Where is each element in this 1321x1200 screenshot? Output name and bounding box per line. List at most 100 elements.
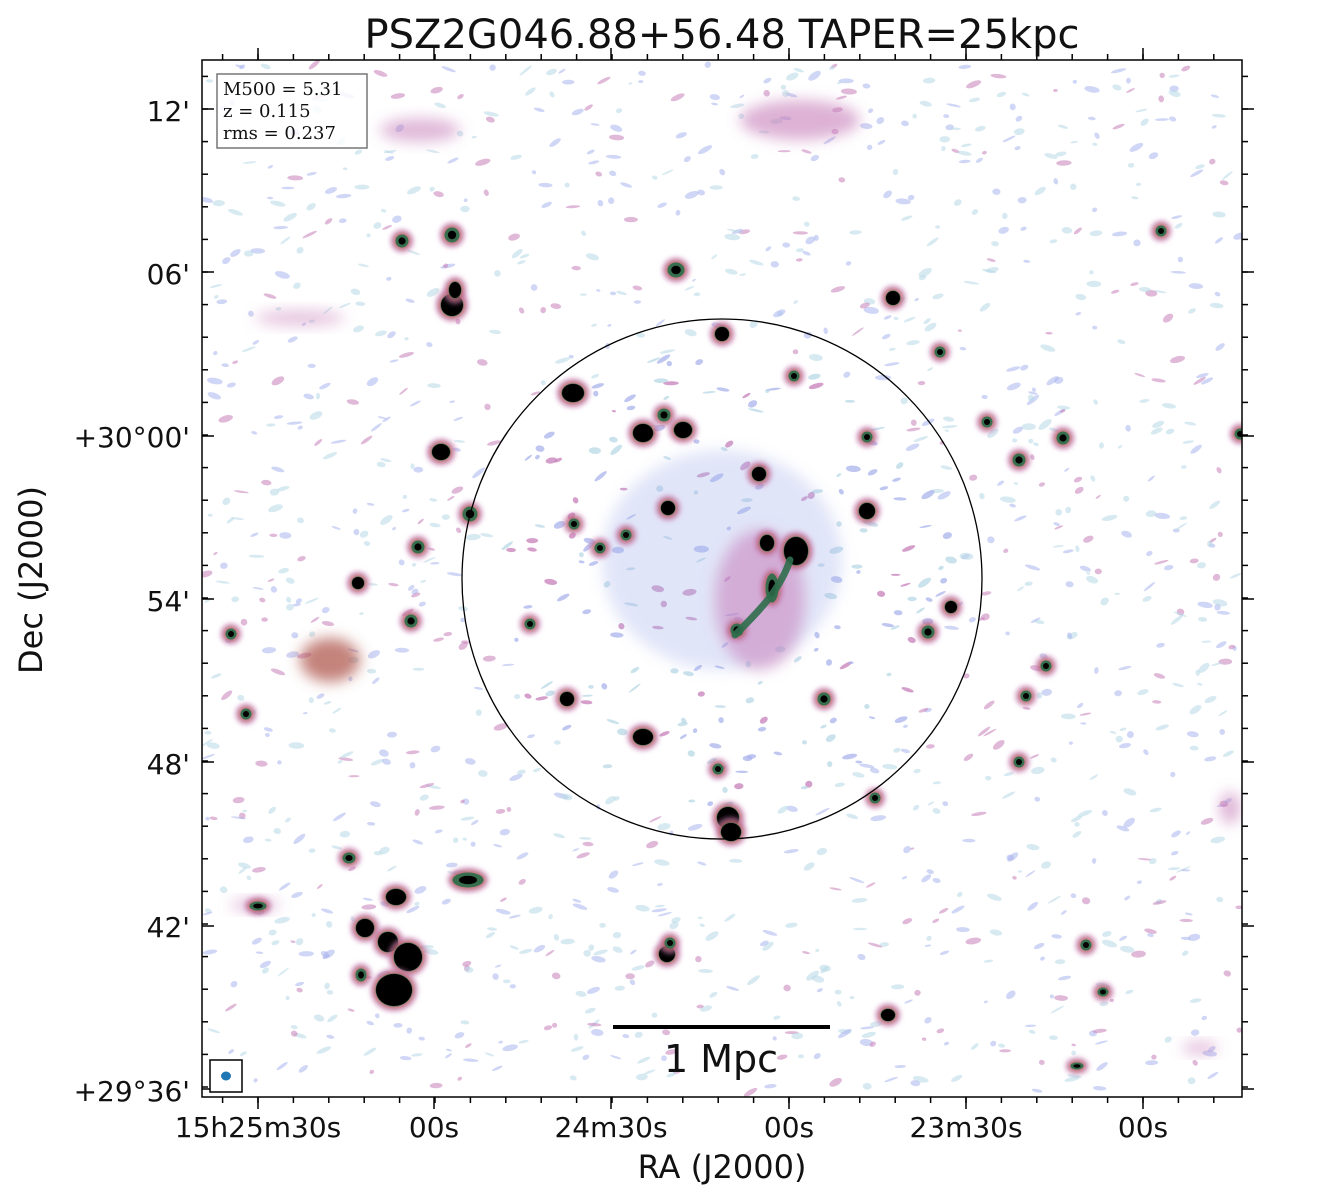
noise-speckle — [849, 877, 865, 884]
noise-speckle — [773, 1015, 781, 1020]
redshift-text: z = 0.115 — [223, 101, 311, 122]
noise-speckle — [1111, 68, 1127, 74]
noise-speckle — [328, 728, 336, 733]
noise-speckle — [319, 382, 331, 390]
noise-speckle — [836, 521, 842, 527]
noise-speckle — [387, 865, 397, 872]
noise-speckle — [1168, 90, 1181, 97]
noise-speckle — [1119, 935, 1128, 941]
noise-speckle — [631, 862, 644, 867]
noise-speckle — [1073, 476, 1083, 483]
noise-speckle — [1145, 510, 1157, 518]
noise-speckle — [702, 391, 716, 394]
noise-speckle — [693, 439, 700, 444]
noise-speckle — [1079, 565, 1091, 572]
noise-speckle — [306, 202, 316, 211]
noise-speckle — [989, 929, 1003, 936]
radio-source — [244, 896, 272, 916]
noise-speckle — [1181, 65, 1191, 72]
noise-speckle — [302, 230, 317, 239]
noise-speckle — [951, 1074, 963, 1082]
noise-speckle — [959, 552, 974, 560]
noise-speckle — [884, 362, 900, 367]
noise-speckle — [1114, 690, 1122, 697]
radio-source — [337, 847, 361, 869]
noise-speckle — [363, 1047, 377, 1056]
radio-source — [880, 285, 906, 311]
noise-speckle — [399, 1056, 412, 1061]
noise-speckle — [394, 647, 410, 653]
noise-speckle — [879, 942, 889, 947]
noise-speckle — [332, 707, 342, 714]
noise-speckle — [622, 1034, 630, 1039]
noise-speckle — [631, 965, 645, 971]
noise-speckle — [572, 898, 582, 903]
noise-speckle — [1026, 844, 1040, 851]
noise-speckle — [599, 922, 606, 928]
noise-speckle — [1148, 152, 1159, 160]
radio-source — [783, 365, 805, 387]
noise-speckle — [239, 64, 246, 70]
noise-speckle — [1007, 852, 1019, 862]
noise-speckle — [1017, 196, 1027, 204]
noise-speckle — [815, 807, 830, 816]
noise-speckle — [868, 716, 876, 720]
noise-speckle — [823, 327, 828, 335]
noise-speckle — [927, 801, 935, 806]
noise-speckle — [1070, 815, 1082, 823]
noise-speckle — [843, 371, 851, 378]
noise-speckle — [308, 60, 320, 70]
noise-speckle — [321, 908, 334, 914]
noise-speckle — [1114, 592, 1120, 596]
noise-speckle — [269, 533, 278, 538]
noise-speckle — [795, 258, 803, 262]
radio-source — [1229, 423, 1242, 445]
noise-speckle — [838, 488, 844, 495]
noise-speckle — [1167, 867, 1181, 871]
y-tick-label: +29°36' — [74, 1075, 190, 1108]
noise-speckle — [261, 967, 270, 974]
noise-speckle — [443, 263, 449, 269]
noise-speckle — [1067, 632, 1073, 639]
noise-speckle — [609, 291, 617, 296]
noise-speckle — [1209, 302, 1224, 309]
noise-speckle — [411, 592, 421, 598]
noise-speckle — [901, 876, 908, 880]
radio-source — [778, 531, 814, 571]
noise-speckle — [1098, 442, 1105, 449]
noise-speckle — [1031, 766, 1045, 775]
noise-speckle — [707, 801, 714, 807]
noise-speckle — [213, 351, 218, 356]
noise-speckle — [460, 205, 470, 213]
noise-speckle — [1168, 74, 1180, 78]
noise-speckle — [1153, 290, 1167, 294]
radio-source — [615, 524, 637, 546]
x-tick-label: 00s — [764, 1111, 814, 1144]
noise-speckle — [569, 1075, 577, 1081]
noise-speckle — [252, 587, 264, 590]
noise-speckle — [785, 922, 798, 928]
noise-speckle — [1025, 870, 1036, 878]
noise-speckle — [407, 250, 421, 255]
noise-speckle — [202, 753, 215, 760]
noise-speckle — [977, 726, 991, 737]
noise-speckle — [213, 551, 218, 556]
noise-speckle — [379, 846, 390, 855]
noise-speckle — [1153, 673, 1166, 679]
noise-speckle — [426, 287, 440, 297]
noise-speckle — [1187, 1077, 1196, 1085]
noise-speckle — [303, 393, 314, 400]
noise-speckle — [921, 418, 935, 426]
noise-speckle — [1068, 741, 1073, 745]
noise-speckle — [739, 94, 745, 99]
noise-speckle — [326, 989, 334, 995]
noise-speckle — [202, 738, 213, 747]
noise-speckle — [893, 316, 899, 321]
noise-speckle — [655, 319, 666, 327]
noise-speckle — [762, 941, 774, 951]
noise-speckle — [375, 330, 387, 337]
noise-speckle — [1154, 559, 1169, 565]
noise-speckle — [677, 721, 688, 727]
noise-speckle — [1204, 756, 1217, 762]
noise-speckle — [495, 808, 506, 814]
